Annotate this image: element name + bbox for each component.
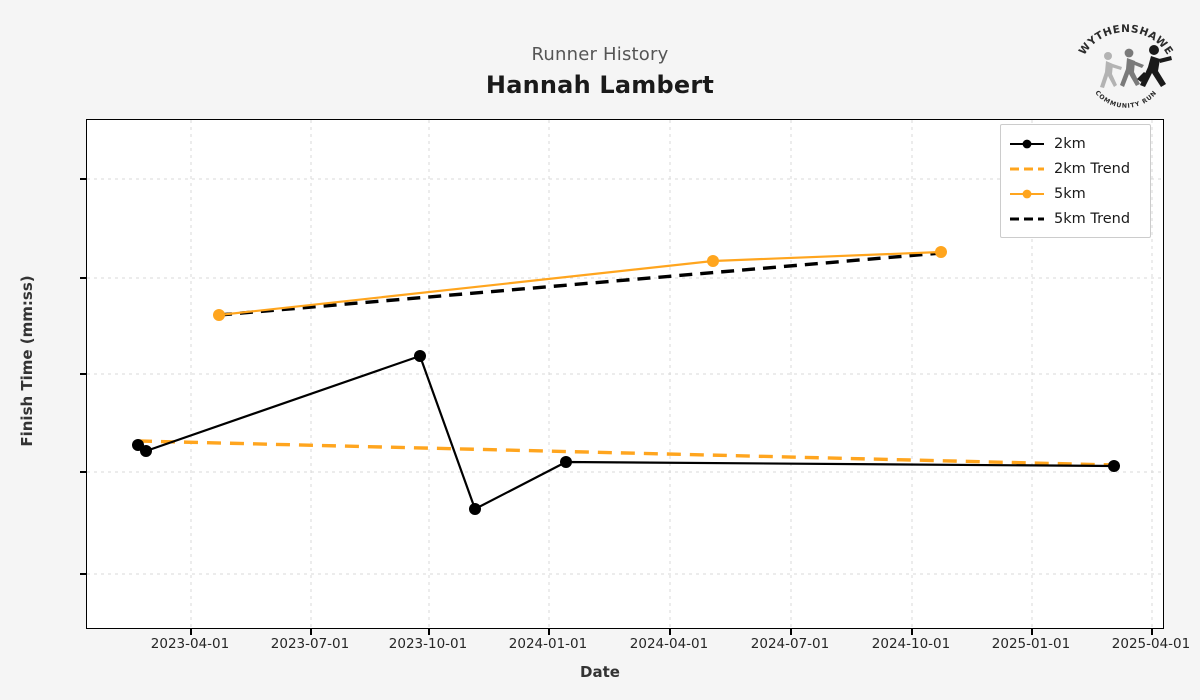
legend-label-2km-trend: 2km Trend [1054,160,1131,177]
wythenshawe-community-run-logo: WYTHENSHAWE COMMUNITY RUN [1067,20,1185,116]
runner-silhouette-light-icon [1100,52,1122,88]
x-tick-label-2024-10-01: 2024-10-01 [871,636,951,652]
chart-legend[interactable]: 2km 2km Trend 5km 5km Trend [1000,124,1151,238]
chart-canvas [87,120,1165,630]
x-tick-mark [911,629,913,635]
legend-label-5km: 5km [1054,185,1086,202]
legend-item-2km-trend[interactable]: 2km Trend [1009,156,1142,181]
legend-label-2km: 2km [1054,135,1086,152]
x-tick-mark [190,629,192,635]
svg-text:COMMUNITY RUN: COMMUNITY RUN [1093,89,1158,109]
y-tick-mark [80,178,86,180]
x-tick-label-2024-07-01: 2024-07-01 [750,636,830,652]
page-header: Runner History Hannah Lambert [0,0,1200,115]
x-tick-label-2025-01-01: 2025-01-01 [991,636,1071,652]
logo-bottom-arc-text: COMMUNITY RUN [1093,89,1157,109]
runner-silhouette-dark-icon [1137,45,1172,87]
y-tick-mark [80,277,86,279]
y-tick-mark [80,471,86,473]
y-axis-label: Finish Time (mm:ss) [18,275,36,447]
x-tick-label-2023-04-01: 2023-04-01 [150,636,230,652]
x-axis-label: Date [580,663,620,681]
legend-item-2km[interactable]: 2km [1009,131,1142,156]
x-tick-mark [1151,629,1153,635]
x-tick-label-2024-04-01: 2024-04-01 [629,636,709,652]
x-tick-mark [548,629,550,635]
legend-swatch-2km-trend [1010,167,1044,170]
x-tick-label-2023-10-01: 2023-10-01 [388,636,468,652]
series-markers-2km [132,350,1120,515]
x-tick-mark [1031,629,1033,635]
x-tick-mark [669,629,671,635]
x-tick-label-2023-07-01: 2023-07-01 [270,636,350,652]
x-tick-mark [310,629,312,635]
chart-plot-area [86,119,1165,630]
legend-item-5km[interactable]: 5km [1009,181,1142,206]
x-tick-mark [428,629,430,635]
runner-silhouette-mid-icon [1120,48,1144,87]
legend-label-5km-trend: 5km Trend [1054,210,1131,227]
grid-vertical [190,120,1153,630]
legend-swatch-5km-trend [1010,217,1044,220]
y-tick-mark [80,373,86,375]
series-line-5km-trend [218,251,942,317]
legend-swatch-2km [1010,139,1044,148]
grid-horizontal [87,178,1165,575]
x-tick-mark [790,629,792,635]
legend-item-5km-trend[interactable]: 5km Trend [1009,206,1142,231]
x-tick-label-2025-04-01: 2025-04-01 [1111,636,1191,652]
y-tick-mark [80,573,86,575]
legend-swatch-5km [1010,189,1044,198]
series-line-2km [137,354,1115,511]
page-title: Hannah Lambert [485,71,715,99]
series-line-2km-trend [137,439,1115,467]
chart-supertitle: Runner History [531,44,669,65]
x-tick-label-2024-01-01: 2024-01-01 [508,636,588,652]
series-markers-5km [213,246,947,321]
